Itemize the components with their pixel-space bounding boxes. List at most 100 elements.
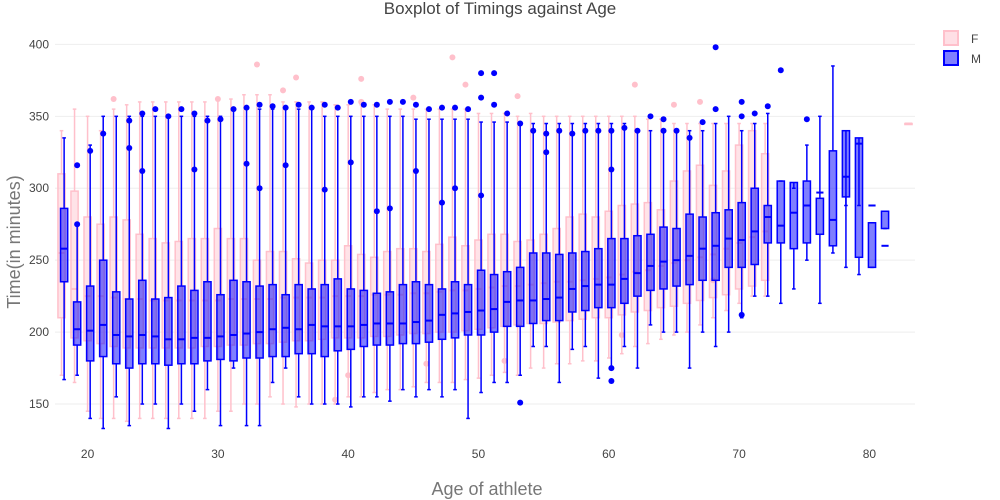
box-m-80[interactable] <box>867 204 877 269</box>
outlier-point-m <box>608 365 615 372</box>
box-m-27[interactable] <box>177 115 186 405</box>
box-m-81[interactable] <box>880 210 890 247</box>
box-m-76[interactable] <box>815 115 825 305</box>
box-m-37[interactable] <box>307 108 317 405</box>
box-m-64[interactable] <box>659 129 668 333</box>
box-body <box>607 237 616 309</box>
outlier-point-f <box>501 357 508 364</box>
box-m-33[interactable] <box>255 108 264 427</box>
box-m-45[interactable] <box>411 118 421 398</box>
outlier-point-m <box>412 167 419 174</box>
box-body <box>98 259 108 358</box>
outlier-point-f <box>253 61 260 68</box>
series-m-boxes <box>59 44 890 430</box>
outlier-point-m <box>712 106 719 113</box>
box-m-42[interactable] <box>372 115 382 398</box>
box-m-71[interactable] <box>750 122 760 297</box>
outlier-point-m <box>608 378 615 385</box>
box-m-58[interactable] <box>581 122 590 348</box>
box-m-22[interactable] <box>111 115 121 398</box>
box-m-75[interactable] <box>802 144 812 261</box>
outlier-point-m <box>504 110 511 117</box>
box-m-41[interactable] <box>359 115 369 398</box>
box-m-44[interactable] <box>398 115 408 391</box>
box-body <box>489 273 499 333</box>
box-m-28[interactable] <box>190 115 199 412</box>
outlier-point-m <box>543 130 550 137</box>
box-m-69[interactable] <box>724 115 733 333</box>
box-m-62[interactable] <box>633 129 642 369</box>
box-m-25[interactable] <box>151 115 160 405</box>
outlier-point-f <box>423 360 430 367</box>
box-m-40[interactable] <box>346 115 356 408</box>
box-m-53[interactable] <box>515 122 525 377</box>
box-m-67[interactable] <box>698 129 707 333</box>
box-m-70[interactable] <box>737 129 747 319</box>
box-m-38[interactable] <box>320 115 330 405</box>
box-m-46[interactable] <box>424 118 434 391</box>
box-m-65[interactable] <box>672 129 681 333</box>
box-m-52[interactable] <box>502 121 512 384</box>
box-body <box>841 129 851 198</box>
box-m-26[interactable] <box>164 115 173 430</box>
y-axis-title: Time(in minutes) <box>4 175 24 308</box>
outlier-point-m <box>412 101 419 108</box>
box-m-72[interactable] <box>763 112 773 297</box>
box-m-54[interactable] <box>528 122 538 348</box>
box-body <box>111 291 121 365</box>
box-m-73[interactable] <box>776 180 786 305</box>
box-m-74[interactable] <box>789 181 799 290</box>
box-m-57[interactable] <box>567 122 577 351</box>
outlier-point-f <box>110 96 117 103</box>
box-m-29[interactable] <box>203 115 212 391</box>
outlier-point-m <box>751 110 758 117</box>
box-m-51[interactable] <box>489 121 499 384</box>
legend[interactable]: F M <box>943 30 981 66</box>
box-m-39[interactable] <box>333 115 343 405</box>
outlier-point-m <box>608 127 615 134</box>
box-m-34[interactable] <box>268 108 277 384</box>
box-m-66[interactable] <box>685 129 694 369</box>
outlier-point-m <box>191 110 198 117</box>
legend-swatch-f <box>943 30 959 46</box>
box-m-19[interactable] <box>72 223 82 377</box>
box-m-63[interactable] <box>646 129 655 326</box>
box-m-36[interactable] <box>294 108 304 398</box>
x-tick-label: 20 <box>81 447 95 461</box>
box-m-79[interactable] <box>854 137 864 276</box>
box-m-59[interactable] <box>594 122 603 379</box>
box-m-48[interactable] <box>450 118 460 391</box>
outlier-point-m <box>478 70 485 77</box>
box-body <box>528 252 538 325</box>
box-body <box>763 204 773 244</box>
outlier-point-m <box>256 185 263 192</box>
box-m-56[interactable] <box>554 122 564 384</box>
box-m-30[interactable] <box>216 115 225 427</box>
outlier-point-m <box>230 106 237 113</box>
y-tick-label: 200 <box>29 325 49 339</box>
outlier-point-m <box>621 124 628 131</box>
box-m-18[interactable] <box>59 137 69 381</box>
box-f-83[interactable] <box>904 122 913 126</box>
box-m-55[interactable] <box>541 122 551 348</box>
box-body <box>72 301 82 346</box>
outlier-point-m <box>139 167 146 174</box>
box-m-35[interactable] <box>281 108 290 369</box>
box-m-49[interactable] <box>463 118 473 420</box>
box-m-68[interactable] <box>711 122 720 348</box>
box-m-78[interactable] <box>841 129 851 269</box>
box-m-21[interactable] <box>98 115 108 430</box>
box-m-61[interactable] <box>620 122 629 348</box>
box-m-60[interactable] <box>607 122 616 369</box>
box-m-77[interactable] <box>828 65 838 254</box>
outlier-point-m <box>738 311 745 318</box>
legend-label-m: M <box>971 52 981 66</box>
legend-item-m[interactable]: M <box>943 50 981 66</box>
outlier-point-m <box>543 149 550 156</box>
outlier-point-m <box>647 113 654 120</box>
x-tick-label: 40 <box>342 447 356 461</box>
box-body <box>359 289 369 348</box>
box-m-43[interactable] <box>385 115 395 402</box>
legend-item-f[interactable]: F <box>943 30 978 46</box>
box-m-20[interactable] <box>85 144 95 420</box>
